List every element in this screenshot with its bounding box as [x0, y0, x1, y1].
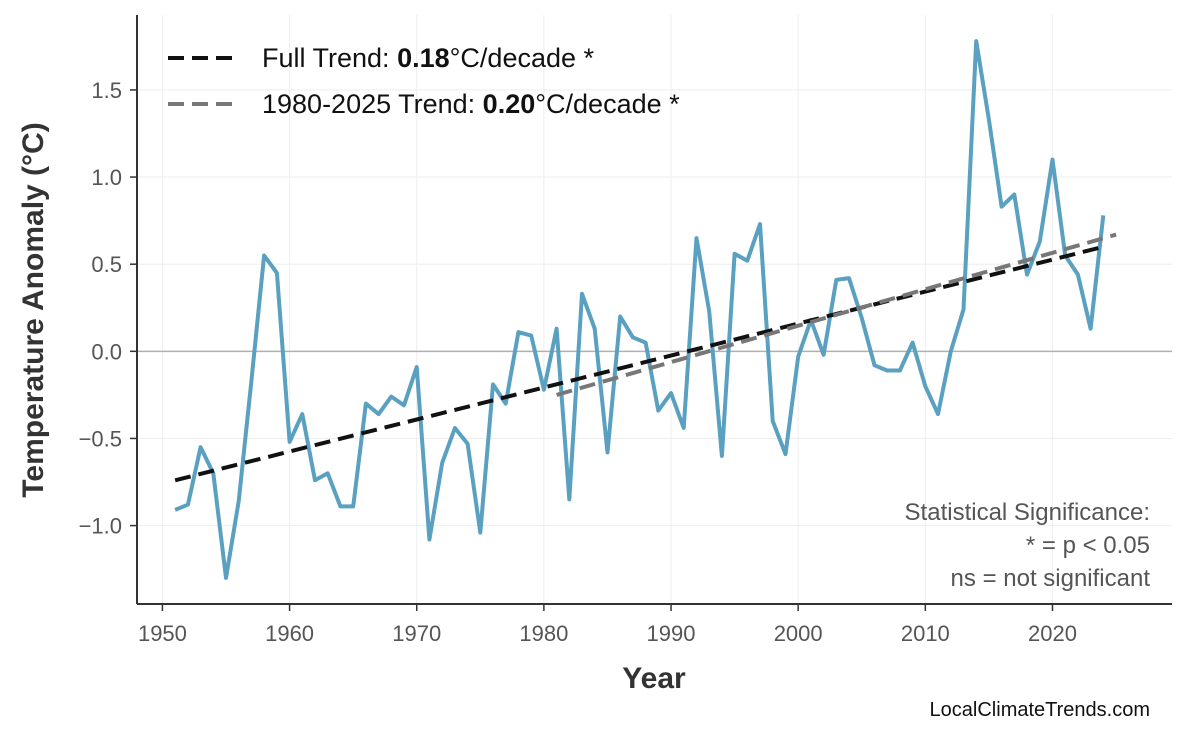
note-line-1: Statistical Significance:: [905, 499, 1150, 526]
legend-label-recent-trend: 1980-2025 Trend: 0.20°C/decade *: [262, 89, 680, 119]
x-tick-label: 2000: [774, 621, 823, 646]
recent-trend-line: [556, 232, 1117, 397]
y-tick-label: 1.0: [91, 165, 122, 190]
x-tick-label: 1950: [138, 621, 187, 646]
legend: Full Trend: 0.18°C/decade * 1980-2025 Tr…: [168, 43, 680, 119]
note-line-2: * = p < 0.05: [1026, 532, 1150, 559]
x-tick-label: 2010: [901, 621, 950, 646]
grid: [137, 15, 1172, 604]
y-tick-label: 1.5: [91, 78, 122, 103]
axes: 1950 1960 1970 1980 1990 2000 2010 2020 −1.0 −0.5…: [79, 15, 1172, 646]
note-line-3: ns = not significant: [951, 565, 1151, 592]
full-trend-line: [174, 244, 1104, 483]
x-tick-label: 1990: [647, 621, 696, 646]
credit: LocalClimateTrends.com: [930, 699, 1150, 721]
x-tick-label: 2020: [1028, 621, 1077, 646]
y-tick-label: −0.5: [79, 426, 122, 451]
x-axis-label: Year: [622, 662, 686, 695]
significance-note: Statistical Significance: * = p < 0.05 n…: [905, 499, 1151, 592]
y-tick-label: 0.0: [91, 339, 122, 364]
legend-label-full-trend: Full Trend: 0.18°C/decade *: [262, 43, 595, 73]
y-tick-label: 0.5: [91, 252, 122, 277]
y-tick-label: −1.0: [79, 514, 122, 539]
x-tick-label: 1970: [392, 621, 441, 646]
anomaly-series-line: [174, 39, 1106, 580]
x-tick-label: 1960: [265, 621, 314, 646]
x-tick-label: 1980: [519, 621, 568, 646]
y-axis-label: Temperature Anomaly (°C): [17, 122, 50, 497]
series-lines: [174, 39, 1117, 580]
